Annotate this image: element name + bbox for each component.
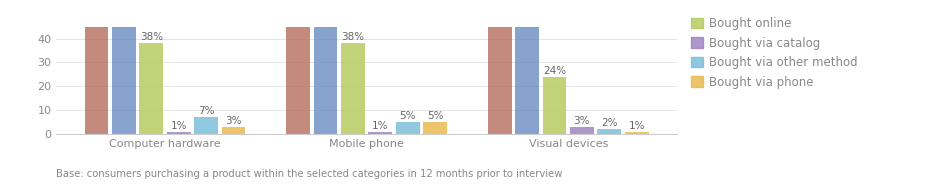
Text: 38%: 38% xyxy=(140,33,163,42)
Bar xyxy=(341,44,365,134)
Bar xyxy=(368,132,392,134)
Text: 5%: 5% xyxy=(427,111,444,121)
Bar xyxy=(286,27,310,134)
Text: 3%: 3% xyxy=(226,116,242,126)
Legend: Bought online, Bought via catalog, Bought via other method, Bought via phone: Bought online, Bought via catalog, Bough… xyxy=(689,15,860,91)
Bar xyxy=(570,127,594,134)
Bar xyxy=(195,117,218,134)
Bar xyxy=(222,127,245,134)
Text: 24%: 24% xyxy=(543,66,566,76)
Text: 5%: 5% xyxy=(400,111,415,121)
Bar xyxy=(515,27,539,134)
Text: 1%: 1% xyxy=(372,121,388,131)
Bar xyxy=(396,122,419,134)
Text: 1%: 1% xyxy=(629,121,645,131)
Bar xyxy=(423,122,447,134)
Bar xyxy=(112,27,135,134)
Bar xyxy=(488,27,511,134)
Bar xyxy=(625,132,649,134)
Bar xyxy=(166,132,191,134)
Text: 2%: 2% xyxy=(601,118,618,128)
Bar xyxy=(139,44,164,134)
Bar xyxy=(598,129,621,134)
Text: 7%: 7% xyxy=(197,106,214,116)
Text: 1%: 1% xyxy=(170,121,187,131)
Bar xyxy=(85,27,108,134)
Text: 3%: 3% xyxy=(573,116,590,126)
Bar xyxy=(314,27,337,134)
Text: Base: consumers purchasing a product within the selected categories in 12 months: Base: consumers purchasing a product wit… xyxy=(56,169,563,179)
Bar xyxy=(542,77,567,134)
Text: 38%: 38% xyxy=(341,33,365,42)
